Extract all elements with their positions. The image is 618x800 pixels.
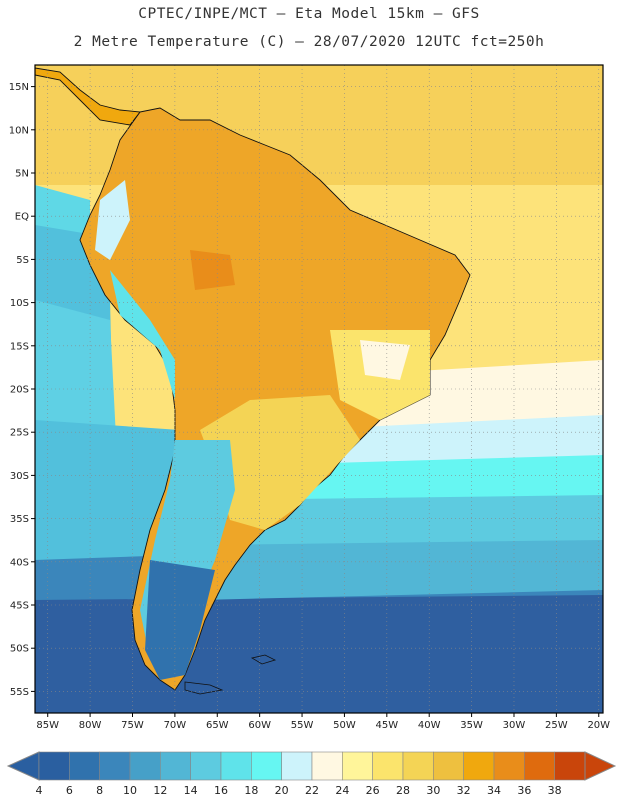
lon-tick-label: 70W xyxy=(164,720,187,731)
lon-tick-label: 40W xyxy=(418,720,441,731)
lat-tick-label: 20S xyxy=(10,385,29,396)
legend-color-box xyxy=(433,751,464,781)
legend-color-box xyxy=(129,751,161,781)
title-line-2: 2 Metre Temperature (C) – 28/07/2020 12U… xyxy=(73,34,545,50)
lat-tick-label: 5N xyxy=(15,169,29,180)
legend-label: 26 xyxy=(366,784,380,797)
lat-tick-label: 35S xyxy=(10,514,29,525)
legend-label: 38 xyxy=(548,784,562,797)
lat-tick-label: 40S xyxy=(10,557,29,568)
legend-color-box xyxy=(220,751,252,781)
legend-label: 16 xyxy=(214,784,228,797)
lat-tick-label: 50S xyxy=(10,644,29,655)
legend-color-box xyxy=(281,751,313,781)
lon-tick-label: 75W xyxy=(121,720,144,731)
lon-tick-label: 20W xyxy=(587,720,610,731)
legend-color-box xyxy=(342,751,373,781)
lon-tick-label: 55W xyxy=(291,720,314,731)
color-legend: 4 6 8 10 12 14 16 18 20 22 24 26 28 30 32 34 36 38 xyxy=(6,751,617,797)
legend-label: 10 xyxy=(123,784,137,797)
legend-label: 30 xyxy=(426,784,440,797)
tierra-del-fuego xyxy=(184,681,224,695)
lat-tick-label: 5S xyxy=(16,255,29,266)
legend-label: 36 xyxy=(517,784,531,797)
lon-tick-label: 45W xyxy=(376,720,399,731)
legend-color-box xyxy=(69,751,100,781)
legend-label: 18 xyxy=(244,784,258,797)
legend-label: 14 xyxy=(184,784,198,797)
legend-label: 20 xyxy=(275,784,289,797)
lon-tick-label: 35W xyxy=(460,720,483,731)
title-line-1: CPTEC/INPE/MCT – Eta Model 15km – GFS xyxy=(138,6,480,22)
lat-tick-label: 10N xyxy=(9,125,29,136)
graticule xyxy=(35,65,603,713)
legend-label: 8 xyxy=(96,784,103,797)
legend-label: 32 xyxy=(457,784,471,797)
legend-label: 28 xyxy=(396,784,410,797)
legend-label: 4 xyxy=(36,784,43,797)
legend-color-box xyxy=(311,751,343,781)
legend-color-box xyxy=(463,751,495,781)
legend-color-box xyxy=(402,751,434,781)
lon-tick-label: 60W xyxy=(248,720,271,731)
temperature-map: 15N 10N 5N EQ 5S 10S 15S 20S 25S 30S 35S 40S 45S 50S 5… xyxy=(9,64,610,731)
lon-tick-label: 85W xyxy=(36,720,59,731)
legend-underflow-arrow xyxy=(6,751,40,781)
lat-tick-label: 30S xyxy=(10,471,29,482)
legend-color-box xyxy=(99,751,131,781)
lat-tick-label: 15S xyxy=(10,341,29,352)
legend-color-box xyxy=(524,751,555,781)
legend-overflow-arrow xyxy=(584,751,617,781)
latitude-axis: 15N 10N 5N EQ 5S 10S 15S 20S 25S 30S 35S 40S 45S 50S 5… xyxy=(9,82,35,698)
legend-color-box xyxy=(554,751,586,781)
legend-label: 22 xyxy=(305,784,319,797)
lon-tick-label: 50W xyxy=(333,720,356,731)
lat-tick-label: 45S xyxy=(10,601,29,612)
legend-color-box xyxy=(372,751,404,781)
legend-color-box xyxy=(38,751,70,781)
lat-tick-label: EQ xyxy=(15,212,29,223)
legend-label: 34 xyxy=(487,784,501,797)
legend-color-box xyxy=(160,751,191,781)
lon-tick-label: 80W xyxy=(79,720,102,731)
map-field xyxy=(35,65,603,713)
legend-color-box xyxy=(190,751,222,781)
legend-label: 12 xyxy=(153,784,167,797)
legend-label: 6 xyxy=(66,784,73,797)
lon-tick-label: 25W xyxy=(545,720,568,731)
legend-color-box xyxy=(493,751,525,781)
lat-tick-label: 10S xyxy=(10,298,29,309)
central-america-land xyxy=(35,67,141,126)
falklands xyxy=(250,654,277,665)
legend-color-box xyxy=(251,751,282,781)
longitude-axis: 85W 80W 75W 70W 65W 60W 55W 50W 45W 40W 35W 30W 25W 2… xyxy=(36,713,610,731)
lon-tick-label: 30W xyxy=(503,720,526,731)
lon-tick-label: 65W xyxy=(206,720,229,731)
legend-label: 24 xyxy=(335,784,349,797)
lat-tick-label: 25S xyxy=(10,428,29,439)
lat-tick-label: 55S xyxy=(10,687,29,698)
lat-tick-label: 15N xyxy=(9,82,29,93)
hotspot-amazon xyxy=(190,250,235,290)
